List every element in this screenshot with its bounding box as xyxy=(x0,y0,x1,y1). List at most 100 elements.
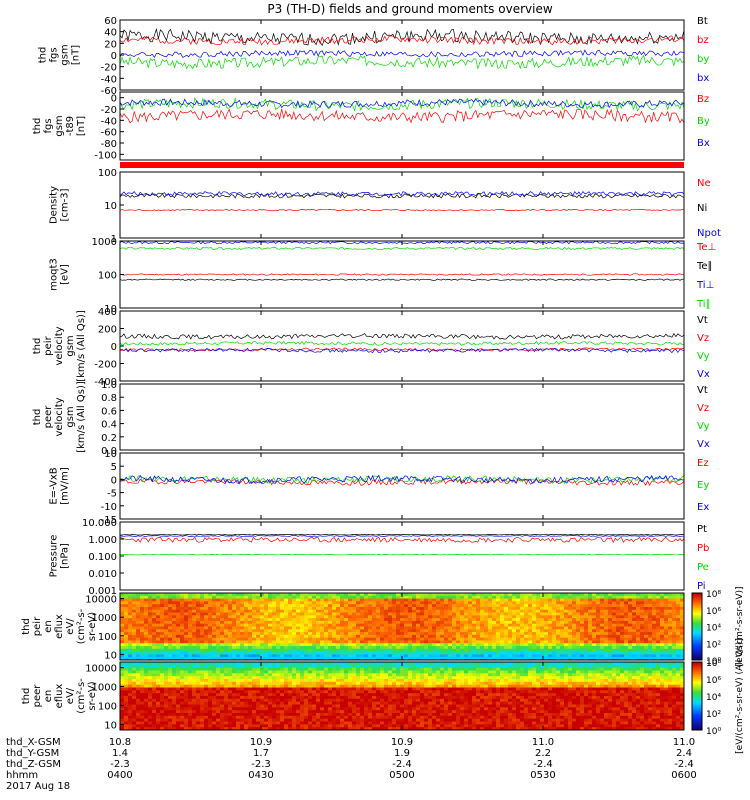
spectrogram-cell xyxy=(600,640,605,644)
spectrogram-cell xyxy=(272,667,277,671)
spectrogram-cell xyxy=(156,679,161,683)
spectrogram-cell xyxy=(272,676,277,680)
spectrogram-cell xyxy=(308,618,313,622)
spectrogram-cell xyxy=(164,670,169,674)
spectrogram-cell xyxy=(664,637,669,641)
spectrogram-cell xyxy=(384,598,389,602)
spectrogram-cell xyxy=(232,620,237,625)
spectrogram-cell xyxy=(120,646,125,650)
y-axis-label: (cm²-s- xyxy=(76,608,87,644)
spectrogram-cell xyxy=(300,618,305,622)
spectrogram-cell xyxy=(528,637,533,641)
spectrogram-cell xyxy=(580,606,585,611)
spectrogram-cell xyxy=(644,615,649,619)
legend-Bt: Bt xyxy=(697,16,708,27)
spectrogram-cell xyxy=(484,615,489,619)
spectrogram-cell xyxy=(348,595,353,599)
spectrogram-cell xyxy=(372,606,377,611)
spectrogram-cell xyxy=(328,670,333,674)
spectrogram-cell xyxy=(460,593,465,597)
spectrogram-cell xyxy=(500,609,505,613)
spectrogram-cell xyxy=(612,643,617,647)
spectrogram-cell xyxy=(128,654,133,658)
spectrogram-cell xyxy=(620,646,625,650)
spectrogram-cell xyxy=(440,681,445,686)
spectrogram-cell xyxy=(384,667,389,671)
spectrogram-cell xyxy=(464,667,469,671)
spectrogram-cell xyxy=(600,609,605,613)
spectrogram-cell xyxy=(332,643,337,647)
spectrogram-cell xyxy=(680,606,685,611)
spectrogram-cell xyxy=(184,662,189,666)
spectrogram-cell xyxy=(488,640,493,644)
spectrogram-cell xyxy=(520,662,525,666)
spectrogram-cell xyxy=(364,601,369,605)
spectrogram-cell xyxy=(288,681,293,686)
spectrogram-cell xyxy=(636,629,641,633)
spectrogram-cell xyxy=(456,646,461,650)
spectrogram-cell xyxy=(596,612,601,616)
spectrogram-cell xyxy=(352,640,357,644)
spectrogram-cell xyxy=(452,643,457,647)
spectrogram-cell xyxy=(596,676,601,680)
spectrogram-cell xyxy=(624,679,629,683)
spectrogram-cell xyxy=(260,632,265,636)
spectrogram-cell xyxy=(136,601,141,605)
spectrogram-cell xyxy=(600,648,605,653)
spectrogram-cell xyxy=(504,664,509,669)
spectrogram-cell xyxy=(524,632,529,636)
spectrogram-cell xyxy=(564,612,569,616)
spectrogram-cell xyxy=(524,620,529,625)
spectrogram-cell xyxy=(400,606,405,611)
spectrogram-cell xyxy=(544,664,549,669)
spectrogram-cell xyxy=(620,601,625,605)
spectrogram-cell xyxy=(612,640,617,644)
spectrogram-cell xyxy=(408,629,413,633)
spectrogram-cell xyxy=(628,654,633,658)
spectrogram-cell xyxy=(316,598,321,602)
spectrogram-cell xyxy=(264,612,269,616)
spectrogram-cell xyxy=(660,681,665,686)
spectrogram-cell xyxy=(348,648,353,653)
spectrogram-cell xyxy=(160,612,165,616)
spectrogram-cell xyxy=(432,667,437,671)
spectrogram-cell xyxy=(216,654,221,658)
spectrogram-cell xyxy=(212,643,217,647)
spectrogram-cell xyxy=(584,670,589,674)
spectrogram-cell xyxy=(524,604,529,608)
spectrogram-cell xyxy=(352,681,357,686)
spectrogram-cell xyxy=(328,620,333,625)
spectrogram-cell xyxy=(652,664,657,669)
spectrogram-cell xyxy=(524,651,529,655)
spectrogram-cell xyxy=(432,648,437,653)
spectrogram-cell xyxy=(272,598,277,602)
spectrogram-cell xyxy=(252,634,257,639)
spectrogram-cell xyxy=(164,637,169,641)
spectrogram-cell xyxy=(592,654,597,658)
spectrogram-cell xyxy=(508,593,513,597)
spectrogram-cell xyxy=(620,654,625,658)
spectrogram-cell xyxy=(536,620,541,625)
spectrogram-cell xyxy=(492,684,497,688)
spectrogram-cell xyxy=(632,673,637,677)
spectrogram-cell xyxy=(652,626,657,630)
spectrogram-cell xyxy=(364,618,369,622)
spectrogram-cell xyxy=(560,673,565,677)
spectrogram-cell xyxy=(368,667,373,671)
spectrogram-cell xyxy=(136,670,141,674)
spectrogram-cell xyxy=(596,626,601,630)
spectrogram-cell xyxy=(280,637,285,641)
spectrogram-cell xyxy=(316,664,321,669)
spectrogram-cell xyxy=(356,640,361,644)
spectrogram-cell xyxy=(612,598,617,602)
spectrogram-cell xyxy=(440,673,445,677)
spectrogram-cell xyxy=(268,609,273,613)
series-Npot xyxy=(119,190,685,197)
colorbar-cell xyxy=(692,616,702,619)
spectrogram-cell xyxy=(396,606,401,611)
spectrogram-cell xyxy=(168,593,173,597)
spectrogram-cell xyxy=(180,681,185,686)
spectrogram-cell xyxy=(144,601,149,605)
series-Bx xyxy=(119,98,685,109)
